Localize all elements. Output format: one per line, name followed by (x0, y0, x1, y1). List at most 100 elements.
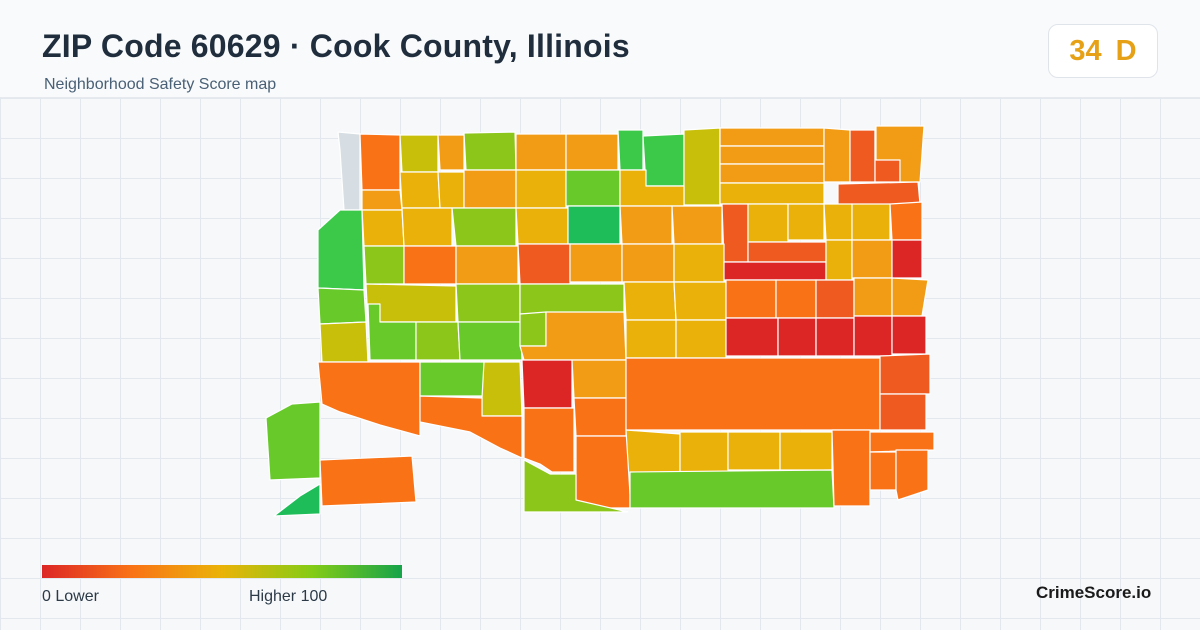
map-block (621, 243, 675, 283)
map-block (779, 431, 833, 471)
map-block (851, 239, 893, 279)
header: ZIP Code 60629 · Cook County, Illinois N… (0, 0, 1200, 98)
map-block (317, 287, 367, 325)
map-block (523, 407, 575, 473)
map-block (851, 203, 891, 241)
map-block (815, 279, 855, 319)
legend-gradient-bar (42, 565, 402, 578)
map-block (831, 429, 871, 507)
map-block (401, 207, 453, 247)
map-block (317, 361, 421, 437)
map-block (869, 451, 897, 491)
score-badge: 34 D (1048, 24, 1158, 78)
map-block (573, 397, 627, 437)
map-block (569, 243, 623, 283)
map-block (619, 205, 673, 245)
map-block (642, 133, 685, 187)
map-block (565, 169, 621, 207)
map-block (515, 133, 567, 171)
map-block (451, 207, 517, 247)
map-block (895, 449, 929, 501)
map-block (719, 145, 825, 165)
map-block (673, 281, 727, 321)
map-block (567, 205, 621, 245)
page-title: ZIP Code 60629 · Cook County, Illinois (42, 28, 630, 64)
map-block (879, 353, 931, 395)
map-block (719, 127, 825, 147)
map-block (679, 431, 729, 473)
map-block (849, 129, 876, 183)
score-grade: D (1115, 34, 1137, 67)
map-block (359, 133, 401, 191)
map-block (775, 279, 817, 319)
map-block (747, 241, 827, 263)
map-block-no-data (337, 131, 361, 211)
page-subtitle: Neighborhood Safety Score map (44, 76, 277, 93)
map-block (825, 239, 853, 281)
map-block (361, 189, 403, 211)
map-block (319, 321, 369, 363)
map-block (721, 203, 749, 263)
score-value: 34 (1069, 34, 1102, 67)
map-block (787, 203, 825, 241)
map-block (437, 171, 465, 209)
map-block (625, 357, 881, 431)
map-block (399, 171, 441, 209)
map-block (515, 207, 569, 245)
map-block (399, 134, 439, 173)
map-block (617, 129, 644, 171)
map-block (719, 163, 825, 184)
map-block (265, 401, 321, 481)
map-block (463, 169, 517, 209)
map-block (403, 245, 457, 285)
map-block (725, 317, 779, 357)
map-block (629, 469, 835, 509)
map-block (319, 455, 417, 507)
map-block (515, 169, 567, 209)
map-block (623, 281, 677, 321)
map-block (575, 435, 631, 509)
map-block (853, 315, 893, 357)
legend-high-label: Higher 100 (249, 588, 328, 605)
map-block (419, 395, 523, 459)
map-block (671, 205, 723, 245)
map-block (437, 134, 465, 171)
map-block (457, 321, 523, 361)
legend-low-label: 0 Lower (42, 588, 99, 605)
map-block (419, 361, 487, 397)
map-block (891, 315, 927, 355)
map-block (725, 279, 777, 319)
map-block (815, 317, 855, 357)
brand-logo-text: CrimeScore.io (1036, 583, 1152, 602)
map-block (889, 201, 923, 241)
map-block (675, 319, 727, 359)
map-block (523, 459, 629, 513)
map-block (455, 283, 521, 323)
map-block (719, 182, 825, 205)
map-block (823, 127, 851, 183)
map-block (727, 431, 781, 471)
map-block (625, 319, 677, 359)
map-block (571, 359, 627, 399)
map-block (683, 127, 721, 206)
map-block (891, 239, 923, 279)
map-block (415, 321, 461, 361)
map-block (869, 431, 935, 453)
map-block (363, 245, 405, 285)
map-block (747, 203, 789, 243)
map-block (361, 209, 405, 247)
map-block (673, 243, 725, 283)
map-block (823, 203, 853, 241)
map-block (463, 131, 517, 171)
map-block (853, 277, 893, 317)
map-block (565, 133, 619, 171)
map-block (519, 311, 547, 347)
map-block (879, 393, 927, 431)
map-block (777, 317, 817, 357)
map-block (891, 277, 929, 317)
map-block (519, 283, 625, 315)
map-block (521, 359, 573, 409)
map-block (481, 361, 523, 417)
